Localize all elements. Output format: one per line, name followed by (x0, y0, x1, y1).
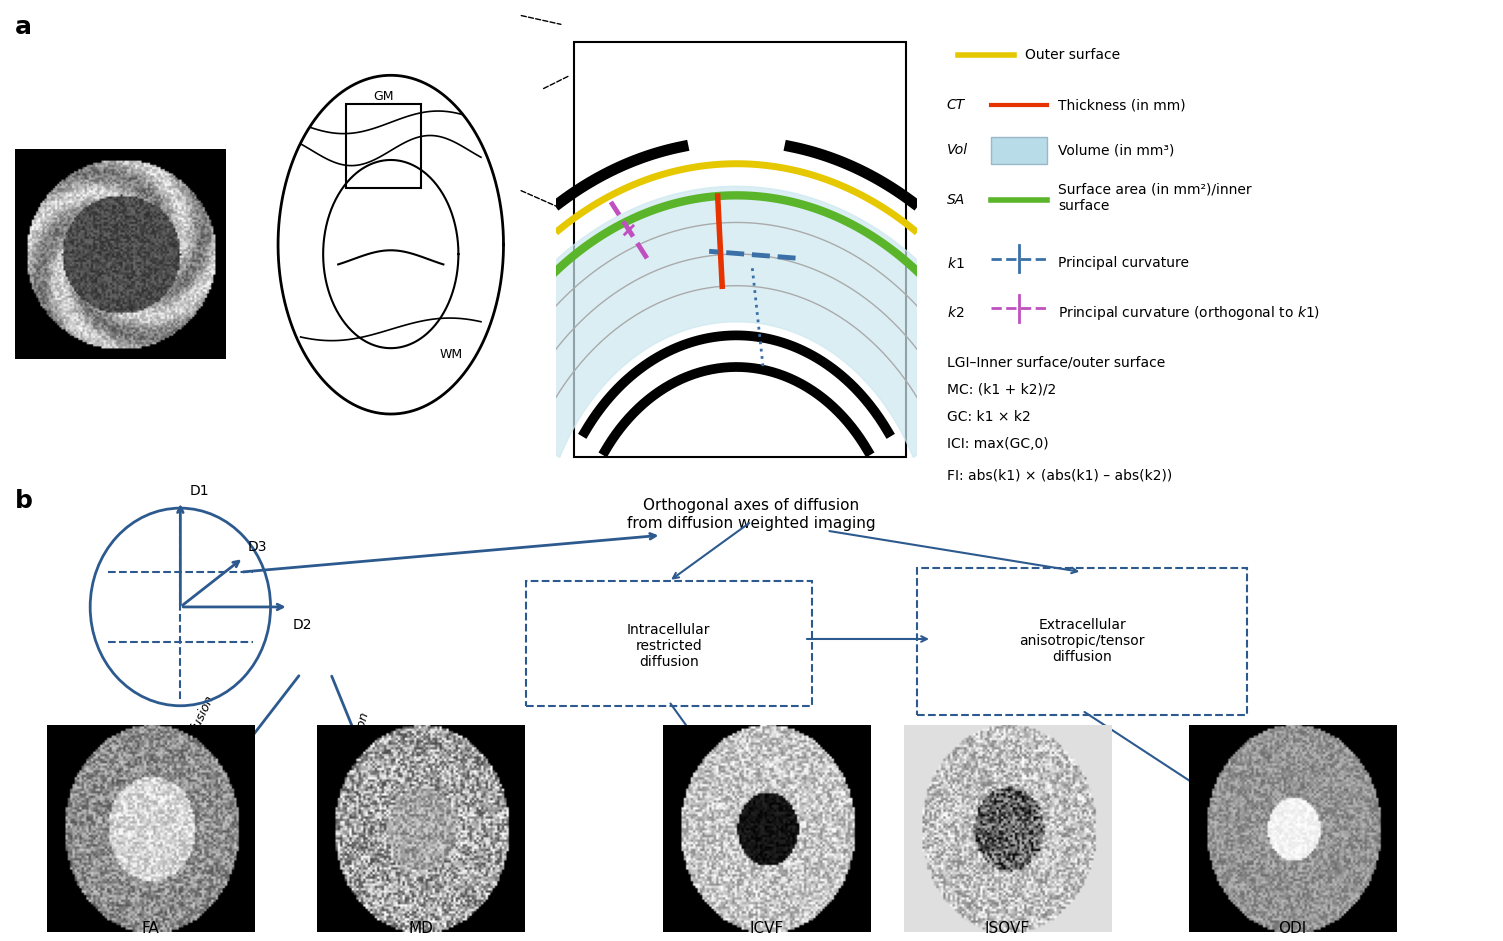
Text: Principal diffusion: Principal diffusion (158, 694, 218, 801)
Text: Orthogonal axes of diffusion
from diffusion weighted imaging: Orthogonal axes of diffusion from diffus… (627, 499, 876, 531)
Text: D3: D3 (248, 540, 268, 554)
Text: Extracellular
anisotropic/tensor
diffusion: Extracellular anisotropic/tensor diffusi… (1019, 618, 1145, 664)
Text: $k$2: $k$2 (947, 305, 965, 320)
Text: Volume (in mm³): Volume (in mm³) (1058, 143, 1174, 157)
Text: MD: MD (409, 921, 433, 936)
Text: LGI–Inner surface/outer surface: LGI–Inner surface/outer surface (947, 356, 1165, 370)
Text: D2: D2 (293, 617, 313, 631)
Text: b: b (15, 489, 33, 513)
Text: Principal curvature (orthogonal to $k$1): Principal curvature (orthogonal to $k$1) (1058, 304, 1320, 322)
Text: a: a (15, 15, 32, 39)
Text: ICI: max(GC,0): ICI: max(GC,0) (947, 437, 1049, 451)
Text: ISOVF: ISOVF (984, 921, 1030, 936)
Text: $k$1: $k$1 (947, 256, 965, 271)
Bar (992, 136, 1048, 164)
Text: Thickness (in mm): Thickness (in mm) (1058, 98, 1186, 112)
Text: D1: D1 (189, 484, 209, 498)
FancyBboxPatch shape (574, 41, 906, 457)
Text: Intracellular
restricted
diffusion: Intracellular restricted diffusion (627, 623, 711, 669)
Text: CT: CT (947, 98, 965, 112)
Bar (346, 104, 421, 188)
Text: WM: WM (439, 347, 463, 360)
Text: Principal curvature: Principal curvature (1058, 256, 1189, 270)
Text: Vol: Vol (947, 143, 968, 157)
Text: SA: SA (947, 193, 965, 207)
Text: Outer surface: Outer surface (1025, 48, 1120, 62)
FancyBboxPatch shape (526, 582, 812, 706)
Text: GC: k1 × k2: GC: k1 × k2 (947, 409, 1031, 423)
Text: FA: FA (141, 921, 159, 936)
Text: ODI: ODI (1279, 921, 1306, 936)
Text: MC: (k1 + k2)/2: MC: (k1 + k2)/2 (947, 383, 1057, 396)
Text: FI: abs(k1) × (abs(k1) – abs(k2)): FI: abs(k1) × (abs(k1) – abs(k2)) (947, 469, 1172, 483)
Text: ICVF: ICVF (750, 921, 783, 936)
Text: GM: GM (373, 89, 394, 103)
Text: Mean diffusion: Mean diffusion (335, 710, 371, 803)
Polygon shape (463, 186, 1010, 457)
Text: Surface area (in mm²)/inner
surface: Surface area (in mm²)/inner surface (1058, 183, 1252, 213)
FancyBboxPatch shape (917, 567, 1247, 715)
